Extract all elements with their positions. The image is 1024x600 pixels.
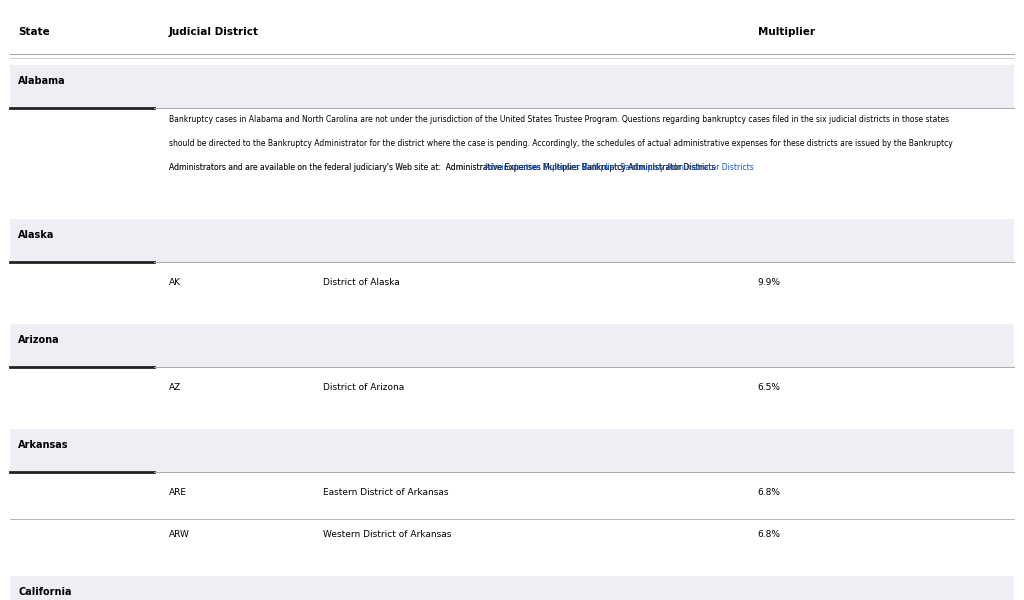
Text: Administrators and are available on the federal judiciary's Web site at:  Admini: Administrators and are available on the … [169,163,716,172]
Text: State: State [18,27,50,37]
Text: Administrators and are available on the federal judiciary's Web site at:: Administrators and are available on the … [169,163,445,172]
Text: Western District of Arkansas: Western District of Arkansas [323,530,451,539]
Text: ARE: ARE [169,488,187,497]
Bar [10,324,1014,367]
Text: should be directed to the Bankruptcy Administrator for the district where the ca: should be directed to the Bankruptcy Adm… [169,139,952,148]
Text: Arkansas: Arkansas [18,440,69,450]
Bar [10,65,1014,108]
Text: California: California [18,587,72,597]
Text: ARW: ARW [169,530,189,539]
Text: 6.8%: 6.8% [758,530,780,539]
Text: District of Alaska: District of Alaska [323,278,399,287]
Text: AZ: AZ [169,383,181,392]
Text: AK: AK [169,278,181,287]
Text: Multiplier: Multiplier [758,27,815,37]
Text: Administrative Expenses Multiplier Bankruptcy Administrator Districts: Administrative Expenses Multiplier Bankr… [483,163,754,172]
Text: Administrators and are available on the federal judiciary's Web site at:  Admini: Administrators and are available on the … [169,163,716,172]
Text: 9.9%: 9.9% [758,278,780,287]
Text: Alaska: Alaska [18,230,55,240]
Text: Alabama: Alabama [18,76,67,86]
Text: Bankruptcy cases in Alabama and North Carolina are not under the jurisdiction of: Bankruptcy cases in Alabama and North Ca… [169,115,949,124]
Text: 6.5%: 6.5% [758,383,780,392]
Bar [10,429,1014,472]
Text: Arizona: Arizona [18,335,60,345]
Text: Administrators and are available on the federal judiciary's Web site at:  Admini: Administrators and are available on the … [169,163,716,172]
Text: 6.8%: 6.8% [758,488,780,497]
Bar [10,576,1014,600]
Text: Judicial District: Judicial District [169,27,259,37]
Text: District of Arizona: District of Arizona [323,383,403,392]
Text: Eastern District of Arkansas: Eastern District of Arkansas [323,488,449,497]
Bar [10,219,1014,262]
